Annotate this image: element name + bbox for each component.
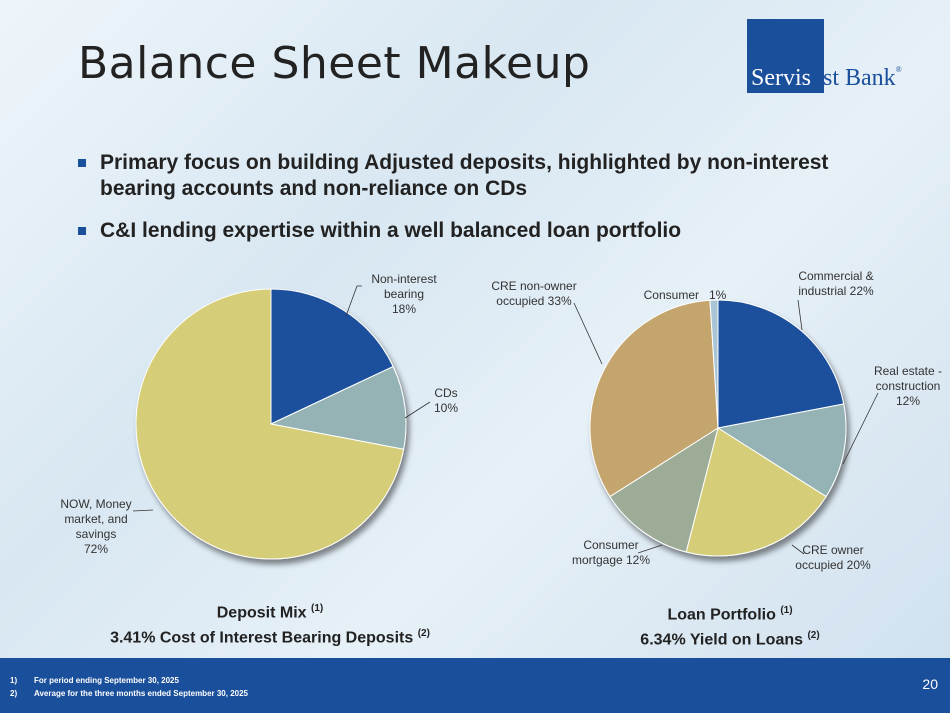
bullet-item: Primary focus on building Adjusted depos… [78,150,838,202]
logo-word-bank: 1st Bank [811,65,896,91]
footnote-2-text: Average for the three months ended Septe… [34,689,248,698]
leader-line [797,299,803,331]
loan-portfolio-title: Loan Portfolio [667,606,776,624]
logo-text: Servis1st Bank® [751,65,902,92]
footnote-1-text: For period ending September 30, 2025 [34,676,179,685]
bullet-item: C&I lending expertise within a well bala… [78,218,838,244]
bullet-list: Primary focus on building Adjusted depos… [78,150,838,260]
slice-label: CRE non-owner occupied 33% [491,279,576,308]
slice-label: Consumer mortgage 12% [572,538,650,567]
footnote-1-number: 1) [10,676,18,685]
leader-line [132,509,154,512]
registered-mark: ® [895,65,902,74]
slice-label: Non-interest bearing 18% [371,272,437,316]
deposit-mix-title: Deposit Mix [216,604,307,622]
leader-line [345,285,362,317]
slice-label: CDs 10% [434,386,458,415]
pie-slice-now-money-market-and-savings [135,288,405,560]
leader-line [791,544,805,555]
pie-slice-commercial-industrial [717,299,845,429]
pie-slices [589,299,847,557]
deposit-mix-caption: Deposit Mix (1) 3.41% Cost of Interest B… [60,598,480,649]
page-title: Balance Sheet Makeup [78,38,591,89]
servisfirst-logo: Servis1st Bank® [747,19,923,93]
leader-line [842,392,879,465]
leader-line [404,401,431,419]
pie-slice-cds [269,365,407,450]
pie-slice-non-interest-bearing [270,288,394,425]
loan-portfolio-title-note: (1) [780,605,793,616]
loan-portfolio-pie: Commercial & industrial 22% Real estate -c… [491,269,942,572]
deposit-mix-pie: Non-interest bearing 18% CDs 10% NOW, Money ma… [60,272,458,560]
slice-label: Commercial & industrial 22% [798,269,874,298]
page-number: 20 [922,676,938,692]
pie-slice-cre-owner-occupied [685,427,827,557]
pie-slice-consumer [709,299,719,429]
slice-label: NOW, Money market, and savings 72% [60,497,131,556]
deposit-mix-subtitle-note: (2) [417,628,430,640]
leader-line [573,302,603,365]
footnote-2: 2) Average for the three months ended Sep… [10,689,248,698]
loan-portfolio-subtitle-note: (2) [807,630,820,642]
deposit-mix-subtitle: 3.41% Cost of Interest Bearing Deposits [110,629,414,647]
slice-label: CRE owner occupied 20% [795,543,871,572]
slice-label: Real estate -construction 12% [874,364,942,408]
pie-slice-consumer-mortgage [609,426,719,553]
footnote-1: 1) For period ending September 30, 2025 [10,676,179,685]
logo-box [747,19,824,93]
footer-bar: 1) For period ending September 30, 2025 2… [0,658,950,713]
leader-line [637,544,663,554]
loan-portfolio-caption: Loan Portfolio (1) 6.34% Yield on Loans … [560,600,900,651]
deposit-mix-title-note: (1) [311,603,324,614]
loan-portfolio-subtitle: 6.34% Yield on Loans [640,631,804,649]
slice-label: Consumer 1% [644,288,727,302]
pie-slices [135,288,407,560]
footnote-2-number: 2) [10,689,18,698]
logo-word-servis: Servis [751,65,811,91]
pie-slice-real-estate-construction [716,403,847,498]
pie-slice-cre-non-owner-occupied [589,299,719,498]
